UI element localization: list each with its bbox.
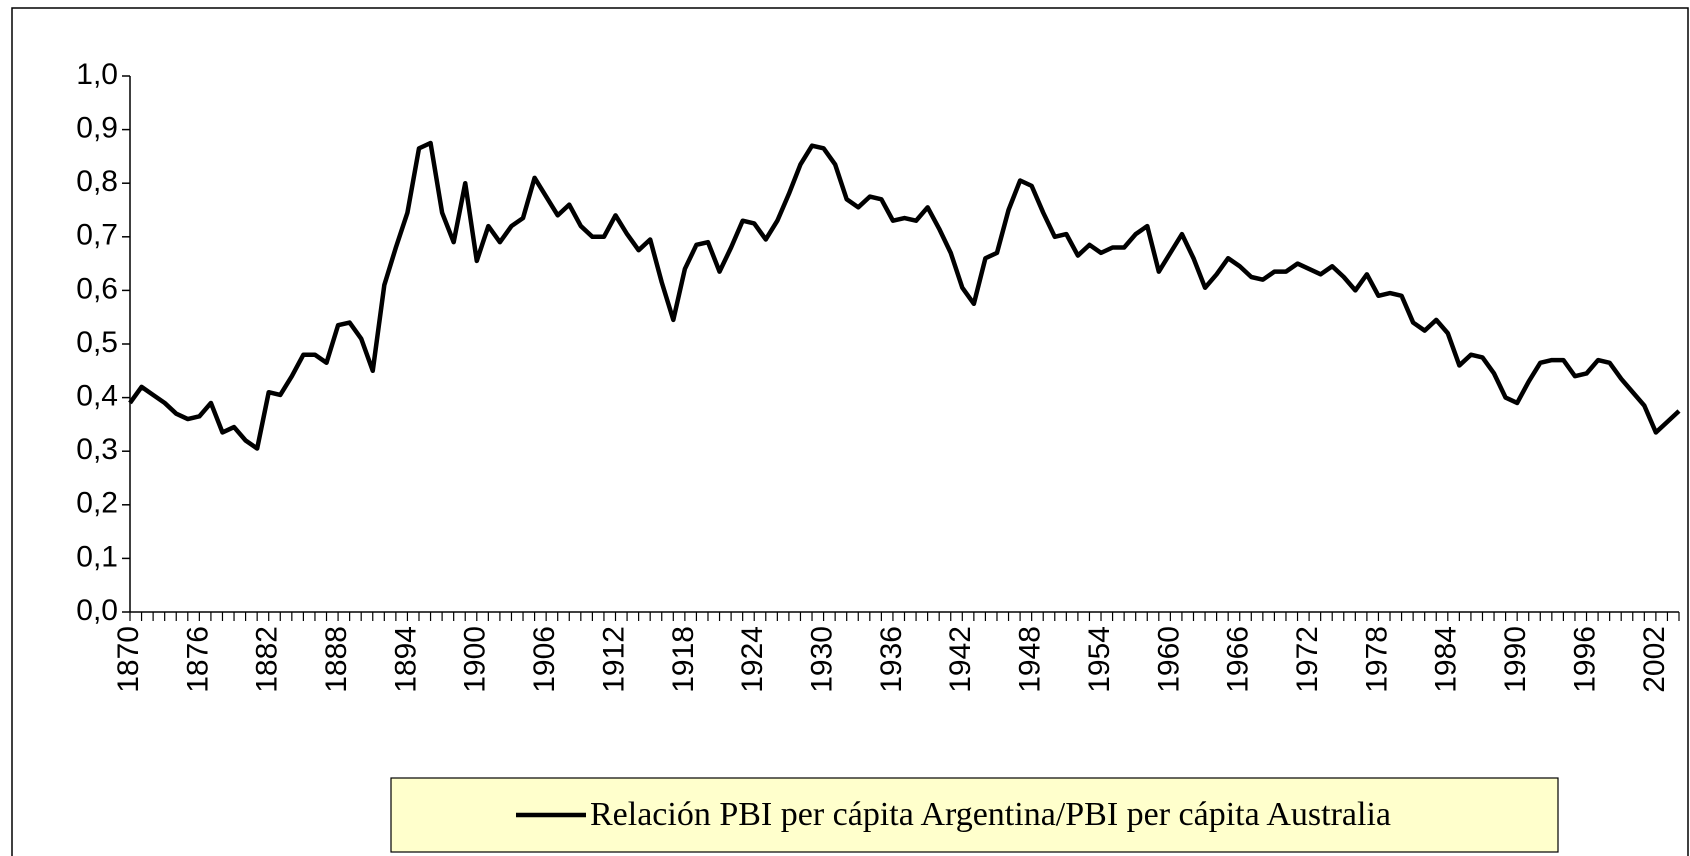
x-tick-label: 1984 bbox=[1430, 626, 1463, 693]
y-tick-label: 0,7 bbox=[76, 219, 118, 252]
y-tick-label: 0,0 bbox=[76, 594, 118, 627]
chart-border bbox=[11, 7, 1689, 856]
legend-label: Relación PBI per cápita Argentina/PBI pe… bbox=[590, 796, 1391, 833]
x-tick-label: 1912 bbox=[597, 626, 630, 693]
x-tick-label: 1972 bbox=[1291, 626, 1324, 693]
x-tick-label: 1978 bbox=[1360, 626, 1393, 693]
x-tick-label: 1900 bbox=[459, 626, 492, 693]
series-line bbox=[128, 140, 1681, 451]
x-tick-label: 1906 bbox=[528, 626, 561, 693]
x-tick-label: 1966 bbox=[1222, 626, 1255, 693]
x-tick-label: 1996 bbox=[1568, 626, 1601, 693]
y-tick-label: 0,3 bbox=[76, 433, 118, 466]
x-tick-label: 1918 bbox=[667, 626, 700, 693]
x-tick-label: 1930 bbox=[806, 626, 839, 693]
y-tick-label: 0,9 bbox=[76, 112, 118, 145]
x-tick-label: 1948 bbox=[1014, 626, 1047, 693]
x-tick-label: 1882 bbox=[251, 626, 284, 693]
y-tick-label: 0,2 bbox=[76, 487, 118, 520]
x-tick-label: 1942 bbox=[944, 626, 977, 693]
y-tick-label: 0,6 bbox=[76, 272, 118, 305]
x-tick-label: 2002 bbox=[1638, 626, 1671, 693]
x-tick-label: 1990 bbox=[1499, 626, 1532, 693]
x-tick-label: 1960 bbox=[1152, 626, 1185, 693]
y-tick-label: 0,4 bbox=[76, 380, 118, 413]
x-tick-label: 1888 bbox=[320, 626, 353, 693]
x-tick-label: 1876 bbox=[181, 626, 214, 693]
y-tick-label: 0,8 bbox=[76, 165, 118, 198]
y-tick-label: 0,1 bbox=[76, 540, 118, 573]
x-tick-label: 1924 bbox=[736, 626, 769, 693]
x-tick-label: 1954 bbox=[1083, 626, 1116, 693]
x-tick-label: 1936 bbox=[875, 626, 908, 693]
x-tick-label: 1894 bbox=[389, 626, 422, 693]
x-tick-label: 1870 bbox=[112, 626, 145, 693]
y-tick-label: 1,0 bbox=[76, 58, 118, 91]
y-tick-label: 0,5 bbox=[76, 326, 118, 359]
